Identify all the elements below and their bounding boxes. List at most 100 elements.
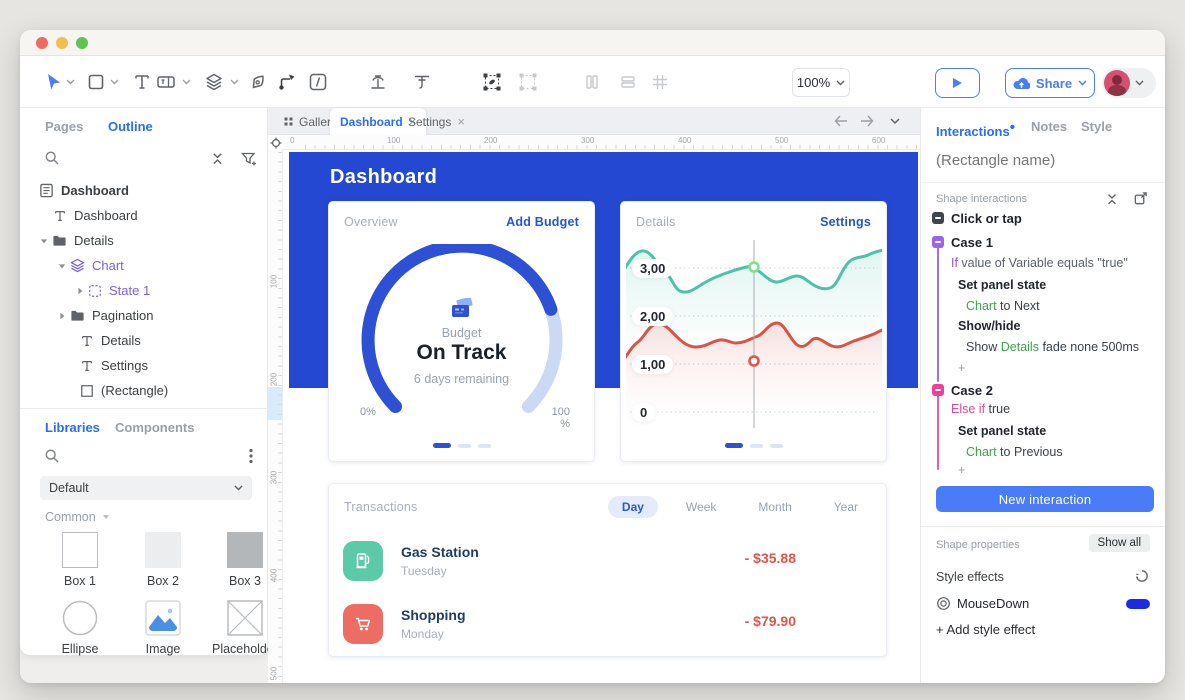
cursor-tool-icon[interactable] bbox=[44, 72, 64, 92]
text-style-tool-icon[interactable] bbox=[412, 72, 432, 92]
filter-month[interactable]: Month bbox=[758, 500, 792, 514]
close-window-button[interactable] bbox=[36, 37, 48, 49]
mousedown-target-icon[interactable] bbox=[936, 596, 951, 611]
tab-interactions[interactable]: Interactions• bbox=[936, 119, 1015, 139]
library-menu-icon[interactable] bbox=[249, 448, 253, 464]
new-interaction-button[interactable]: New interaction bbox=[936, 486, 1154, 512]
open-in-window-icon[interactable] bbox=[1133, 191, 1148, 206]
history-icon[interactable] bbox=[1134, 568, 1150, 584]
tab-outline[interactable]: Outline bbox=[108, 119, 153, 134]
maximize-window-button[interactable] bbox=[76, 37, 88, 49]
collapse-case-1-icon[interactable] bbox=[932, 236, 944, 248]
history-forward-icon[interactable] bbox=[860, 115, 874, 127]
canvas-tab-settings[interactable]: Settings × bbox=[398, 108, 475, 135]
style-effect-name[interactable]: MouseDown bbox=[957, 596, 1030, 611]
rectangle-tool-chevron-icon[interactable] bbox=[110, 79, 119, 85]
cursor-tool-chevron-icon[interactable] bbox=[66, 79, 75, 85]
component-ellipse[interactable] bbox=[62, 600, 98, 636]
action-detail[interactable]: Chart to Next bbox=[966, 299, 1040, 313]
filter-week[interactable]: Week bbox=[685, 500, 717, 514]
library-search-icon[interactable] bbox=[44, 448, 60, 464]
share-button[interactable]: Share bbox=[1005, 68, 1095, 98]
pagination-dot[interactable] bbox=[477, 443, 491, 448]
shape-name-input[interactable] bbox=[936, 152, 1146, 169]
component-box-3[interactable] bbox=[227, 532, 263, 568]
action-detail[interactable]: Chart to Previous bbox=[966, 445, 1063, 459]
frame-select-icon[interactable] bbox=[482, 72, 502, 92]
add-style-effect-button[interactable]: + Add style effect bbox=[936, 622, 1036, 637]
tab-notes[interactable]: Notes bbox=[1031, 119, 1068, 134]
tab-pages[interactable]: Pages bbox=[45, 119, 84, 134]
pen-tool-icon[interactable] bbox=[248, 72, 268, 92]
zoom-level-dropdown[interactable]: 100% bbox=[792, 68, 850, 97]
account-menu[interactable] bbox=[1102, 68, 1156, 98]
minimize-window-button[interactable] bbox=[56, 37, 68, 49]
canvas-tab-gallery[interactable]: Gallery bbox=[274, 108, 347, 135]
vertical-ruler[interactable]: 100 200 300 400 500 bbox=[268, 150, 283, 683]
collapse-section-icon[interactable] bbox=[1105, 192, 1119, 206]
tree-item-details-folder[interactable]: Details bbox=[39, 228, 114, 253]
ruler-origin-icon[interactable] bbox=[270, 137, 282, 149]
close-tab-icon[interactable]: × bbox=[408, 114, 417, 129]
pagination-dot-active[interactable] bbox=[724, 443, 743, 448]
canvas-tab-dashboard[interactable]: Dashboard × bbox=[330, 108, 427, 135]
component-image[interactable] bbox=[145, 600, 181, 636]
input-tool-chevron-icon[interactable] bbox=[182, 79, 191, 85]
connector-tool-icon[interactable] bbox=[277, 72, 297, 92]
add-action-button[interactable]: + bbox=[958, 463, 966, 477]
tab-style[interactable]: Style bbox=[1081, 119, 1113, 134]
pagination-dot-active[interactable] bbox=[432, 443, 451, 448]
collapse-trigger-icon[interactable] bbox=[932, 212, 944, 224]
rectangle-tool-icon[interactable] bbox=[86, 72, 106, 92]
filter-day[interactable]: Day bbox=[607, 496, 658, 518]
tab-libraries[interactable]: Libraries bbox=[45, 420, 100, 435]
panel-divider bbox=[921, 526, 1165, 527]
transaction-amount: - $35.88 bbox=[744, 550, 796, 566]
library-group-toggle[interactable]: Common bbox=[45, 510, 110, 524]
overview-card[interactable]: Overview Add Budget Budget On Track 6 da… bbox=[328, 201, 595, 462]
layers-tool-icon[interactable] bbox=[204, 72, 224, 92]
outline-search-icon[interactable] bbox=[44, 150, 60, 166]
add-budget-link[interactable]: Add Budget bbox=[506, 215, 579, 229]
shortcut-tool-icon[interactable] bbox=[308, 72, 328, 92]
add-action-button[interactable]: + bbox=[958, 361, 966, 375]
show-all-button[interactable]: Show all bbox=[1088, 534, 1150, 552]
filter-icon[interactable] bbox=[241, 151, 257, 167]
graphic-tool-icon[interactable] bbox=[368, 72, 388, 92]
tree-item-pagination-folder[interactable]: Pagination bbox=[57, 303, 153, 328]
folder-icon bbox=[71, 310, 84, 321]
tree-item-settings-text[interactable]: Settings bbox=[80, 353, 148, 378]
pagination-dot[interactable] bbox=[457, 443, 471, 448]
component-box-1[interactable] bbox=[62, 532, 98, 568]
details-card[interactable]: Details Settings bbox=[620, 201, 887, 462]
horizontal-ruler[interactable]: 0 100 200 300 400 500 600 bbox=[283, 135, 920, 150]
filter-year[interactable]: Year bbox=[833, 500, 858, 514]
tree-item-details-text[interactable]: Details bbox=[80, 328, 141, 353]
tree-item-chart-component[interactable]: Chart bbox=[57, 253, 124, 278]
close-tab-icon[interactable]: × bbox=[457, 114, 465, 129]
component-box-2[interactable] bbox=[145, 532, 181, 568]
tabbar-chevron-icon[interactable] bbox=[890, 118, 900, 125]
component-placeholder[interactable] bbox=[227, 600, 263, 636]
collapse-all-icon[interactable] bbox=[210, 151, 225, 166]
tree-item-rectangle[interactable]: (Rectangle) bbox=[80, 378, 168, 403]
layers-tool-chevron-icon[interactable] bbox=[230, 79, 239, 85]
pagination-dot[interactable] bbox=[769, 443, 783, 448]
library-select[interactable]: Default bbox=[40, 476, 252, 500]
transactions-card[interactable]: Transactions Day Week Month Year Gas Sta… bbox=[328, 483, 887, 657]
state-frame-icon bbox=[89, 284, 101, 297]
mousedown-color-swatch[interactable] bbox=[1126, 599, 1150, 609]
tab-components[interactable]: Components bbox=[115, 420, 195, 435]
text-tool-icon[interactable] bbox=[132, 72, 152, 92]
tree-item-dashboard-page[interactable]: Dashboard bbox=[39, 178, 129, 203]
pagination-dot[interactable] bbox=[749, 443, 763, 448]
preview-play-button[interactable] bbox=[935, 68, 980, 98]
tree-item-state-1[interactable]: State 1 bbox=[75, 278, 150, 303]
tree-item-dashboard-text[interactable]: Dashboard bbox=[53, 203, 138, 228]
history-back-icon[interactable] bbox=[834, 115, 848, 127]
action-detail[interactable]: Show Details fade none 500ms bbox=[966, 340, 1140, 354]
collapse-case-2-icon[interactable] bbox=[932, 384, 944, 396]
input-tool-icon[interactable] bbox=[156, 72, 176, 92]
settings-link[interactable]: Settings bbox=[820, 215, 871, 229]
y-tick-label: 0 bbox=[632, 403, 656, 422]
